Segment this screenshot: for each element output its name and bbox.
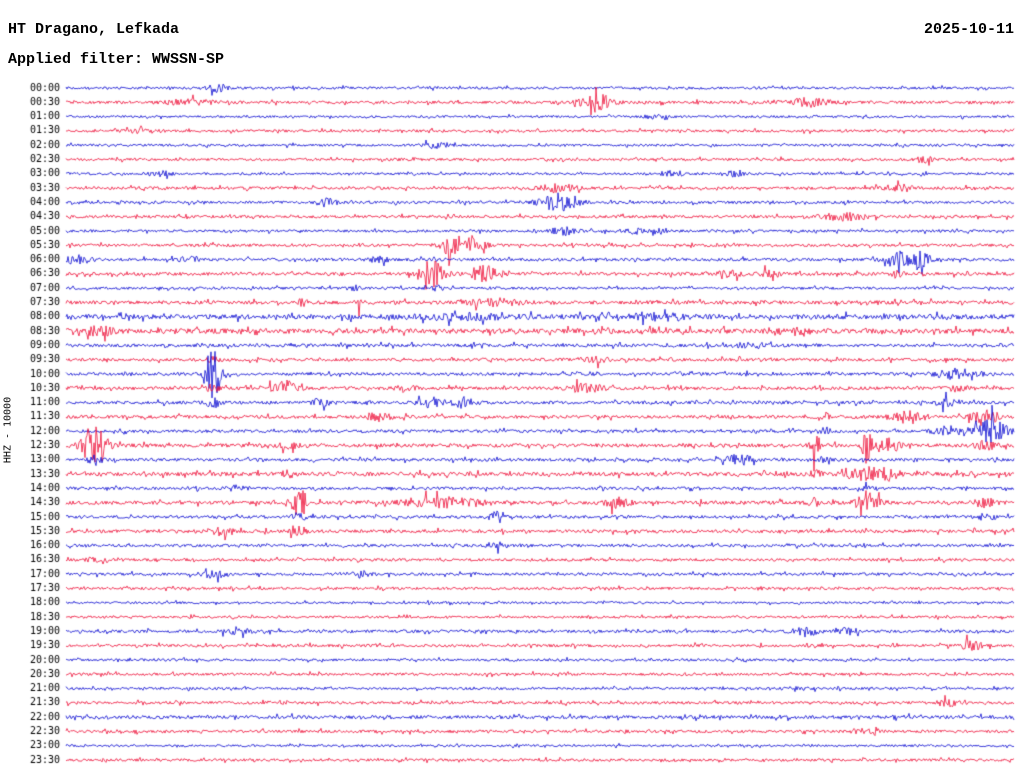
channel-axis-label: HHZ - 10000	[2, 396, 14, 464]
station-title: HT Dragano, Lefkada	[8, 21, 180, 38]
date-label: 2025-10-11	[923, 21, 1014, 38]
filter-label: Applied filter: WWSSN-SP	[8, 51, 225, 68]
